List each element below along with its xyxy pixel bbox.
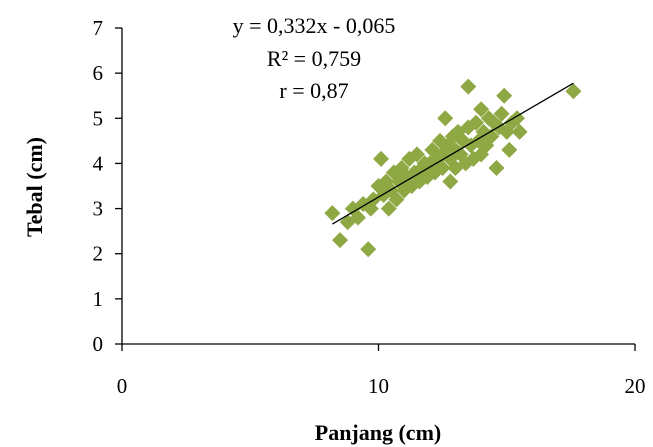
data-point <box>511 123 528 140</box>
x-tick-label: 0 <box>117 374 128 398</box>
tick-labels: 0 1 2 3 4 5 6 7 0 10 20 <box>93 16 646 398</box>
correlation-label: r = 0,87 <box>279 78 348 103</box>
x-tick-label: 20 <box>625 374 646 398</box>
data-point <box>460 78 477 95</box>
data-point <box>434 159 451 176</box>
y-tick-label: 4 <box>93 151 104 175</box>
data-point <box>442 173 459 190</box>
y-tick-label: 5 <box>93 106 104 130</box>
y-tick-label: 3 <box>93 197 104 221</box>
data-point <box>437 110 454 127</box>
plot-area <box>324 78 582 258</box>
data-point <box>565 83 582 100</box>
x-axis-title: Panjang (cm) <box>315 420 441 445</box>
r-squared-label: R² = 0,759 <box>267 46 361 71</box>
data-point <box>349 209 366 226</box>
y-axis-title: Tebal (cm) <box>22 137 47 237</box>
data-point <box>332 232 349 249</box>
y-tick-label: 7 <box>93 16 104 40</box>
data-point <box>488 159 505 176</box>
data-point <box>501 141 518 158</box>
data-point <box>373 150 390 167</box>
data-point <box>467 114 484 131</box>
data-point <box>483 128 500 145</box>
data-point <box>360 241 377 258</box>
data-point <box>380 200 397 217</box>
y-tick-label: 0 <box>93 332 104 356</box>
y-tick-label: 2 <box>93 242 104 266</box>
y-tick-label: 1 <box>93 287 104 311</box>
data-point <box>493 105 510 122</box>
data-point <box>473 101 490 118</box>
axes <box>115 27 636 351</box>
data-point <box>388 191 405 208</box>
data-point <box>496 87 513 104</box>
trendline <box>332 82 574 225</box>
regression-equation: y = 0,332x - 0,065 <box>233 13 396 38</box>
x-tick-label: 10 <box>368 374 389 398</box>
data-point <box>324 205 341 222</box>
data-point <box>408 146 425 163</box>
y-tick-label: 6 <box>93 61 104 85</box>
